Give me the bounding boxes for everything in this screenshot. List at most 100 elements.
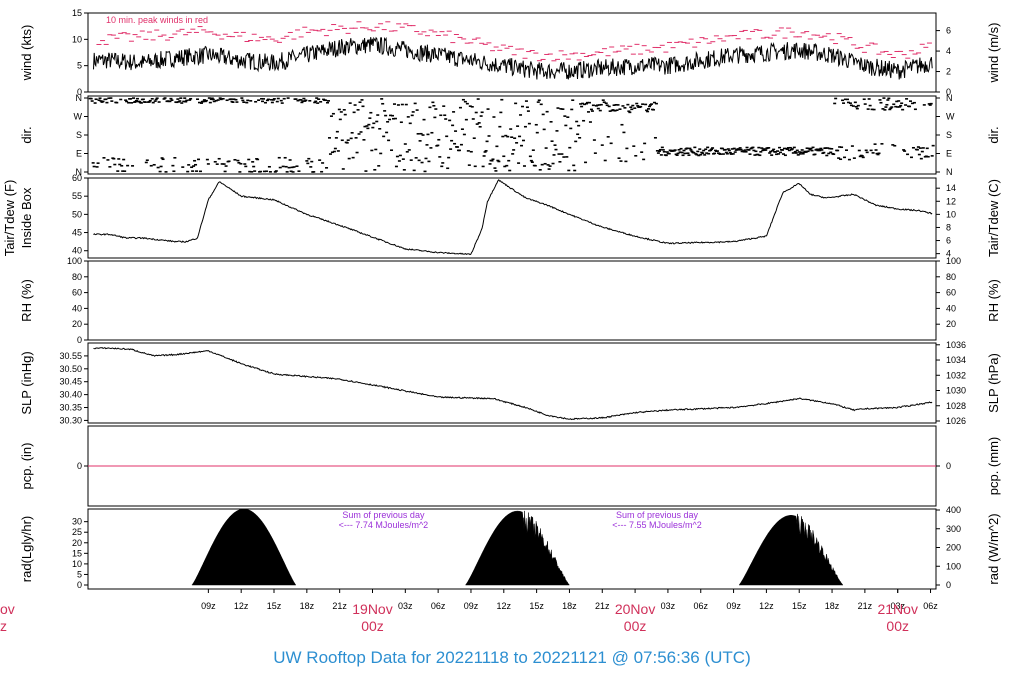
dir-point: [373, 168, 377, 171]
dir-point: [616, 104, 620, 106]
ytick-label-right-1-3: E: [946, 149, 952, 159]
dir-point: [677, 148, 681, 151]
dir-point: [804, 151, 808, 153]
panel-frame-4: [87, 342, 937, 424]
dir-point: [462, 133, 466, 136]
dir-point: [370, 149, 374, 152]
dir-point: [225, 99, 229, 102]
dir-point: [701, 152, 705, 154]
dir-point: [431, 101, 435, 104]
dir-point: [926, 155, 930, 158]
dir-point: [868, 104, 872, 107]
dir-point: [911, 146, 915, 149]
dir-point: [640, 151, 644, 153]
ytick-label-right-2-1: 6: [946, 236, 951, 246]
panel-frame-6: [87, 508, 937, 590]
xtick-label-2: 15z: [267, 601, 282, 611]
ytick-label-right-5-0: 0: [946, 461, 951, 471]
dir-point: [505, 164, 509, 167]
dir-point: [251, 161, 255, 163]
dir-point: [216, 99, 220, 101]
dir-point: [676, 152, 680, 155]
dir-point: [120, 164, 124, 167]
dir-point: [310, 160, 314, 163]
dir-point: [898, 106, 902, 108]
dir-point: [921, 147, 925, 149]
dir-point: [262, 98, 266, 100]
dir-point: [232, 98, 236, 100]
dir-point: [561, 108, 565, 110]
dir-point: [810, 149, 814, 152]
dir-point: [844, 149, 848, 151]
dir-point: [930, 155, 934, 157]
dir-point: [498, 125, 502, 128]
dir-point: [405, 151, 409, 153]
dir-point: [524, 100, 528, 102]
dir-point: [182, 100, 186, 103]
dir-point: [856, 104, 860, 107]
dir-point: [754, 150, 758, 153]
dir-point: [725, 152, 729, 155]
dir-point: [266, 98, 270, 101]
dir-point: [494, 170, 498, 172]
dir-point: [188, 99, 192, 101]
dir-point: [374, 148, 378, 151]
ylabel-left-6: rad(Lgly/hr): [19, 516, 34, 582]
panel-frame-2: [87, 177, 937, 259]
ytick-label-left-3-2: 40: [72, 303, 82, 313]
dir-point: [269, 98, 273, 101]
dir-point: [271, 99, 275, 101]
dir-point: [384, 114, 388, 117]
dir-point: [363, 125, 367, 128]
dir-point: [827, 152, 831, 155]
dir-point: [250, 171, 254, 173]
dir-point: [531, 149, 535, 151]
ylabel-right-0: wind (m/s): [986, 23, 1001, 84]
dir-point: [190, 166, 194, 169]
dir-point: [242, 101, 246, 104]
dir-point: [326, 101, 330, 104]
dir-point: [542, 128, 546, 131]
dir-point: [558, 161, 562, 163]
ytick-label-right-6-0: 0: [946, 580, 951, 590]
dir-point: [547, 168, 551, 170]
chart-title: UW Rooftop Data for 20221118 to 20221121…: [273, 648, 751, 667]
ytick-label-left-5-0: 0: [77, 461, 82, 471]
dir-point: [759, 151, 763, 153]
dir-point: [92, 165, 96, 168]
dir-point: [555, 130, 559, 132]
dir-point: [411, 111, 415, 113]
dir-point: [928, 104, 932, 106]
dir-point: [215, 163, 219, 165]
dir-point: [362, 139, 366, 141]
dir-point: [656, 152, 660, 154]
dir-point: [484, 150, 488, 152]
dir-point: [213, 160, 217, 163]
dir-point: [89, 97, 93, 100]
dir-point: [897, 100, 901, 102]
dir-point: [398, 154, 402, 157]
dir-point: [205, 158, 209, 161]
dir-point: [157, 101, 161, 103]
ytick-label-right-0-3: 6: [946, 26, 951, 36]
dir-point: [107, 97, 111, 100]
ytick-label-left-3-4: 80: [72, 272, 82, 282]
dir-point: [493, 167, 497, 169]
dir-point: [826, 147, 830, 149]
ytick-label-left-4-3: 30.45: [59, 377, 82, 387]
dir-point: [731, 153, 735, 155]
dir-point: [263, 101, 267, 104]
dir-point: [224, 165, 228, 167]
dir-point: [295, 165, 299, 168]
dir-point: [626, 103, 630, 106]
dir-point: [895, 100, 899, 103]
dir-point: [313, 101, 317, 104]
dir-point: [927, 103, 931, 105]
dir-point: [270, 101, 274, 104]
dir-point: [466, 150, 470, 152]
dir-point: [288, 159, 292, 161]
dir-point: [688, 147, 692, 150]
dir-point: [410, 114, 414, 117]
ytick-label-right-2-0: 4: [946, 249, 951, 259]
